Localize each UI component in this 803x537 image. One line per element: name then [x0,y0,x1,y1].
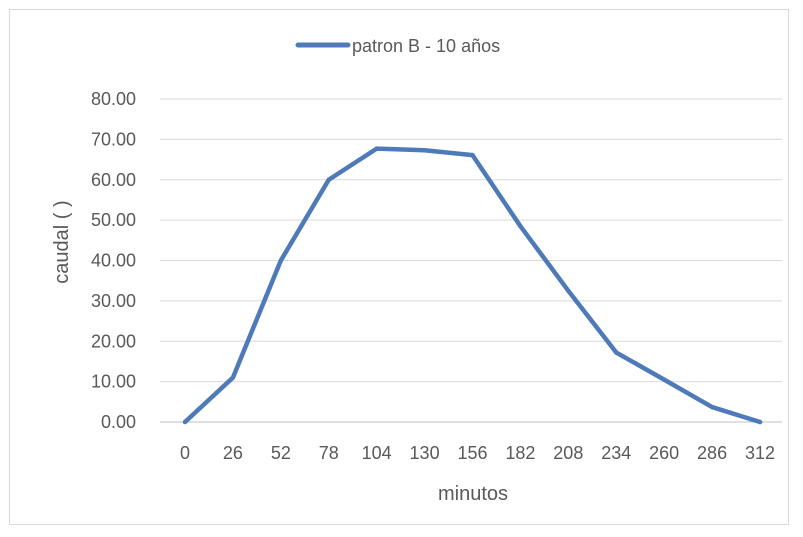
x-tick-label: 52 [271,443,291,463]
y-tick-label: 70.00 [91,129,136,149]
y-tick-label: 80.00 [91,89,136,109]
x-tick-label: 26 [223,443,243,463]
series-line [182,146,763,425]
data-point [470,152,475,158]
legend-label: patron B - 10 años [352,36,500,56]
x-tick-label: 156 [457,443,487,463]
series-layer [182,146,763,425]
data-point [374,146,379,151]
y-tick-label: 20.00 [91,331,136,351]
data-point [518,223,523,229]
x-axis-title: minutos [438,483,508,505]
data-point [326,177,331,182]
x-tick-label: 260 [649,443,679,463]
data-point [757,419,763,425]
x-tick-label: 286 [697,443,727,463]
data-point [230,375,236,380]
legend: patron B - 10 años [295,36,500,56]
x-tick-label: 78 [319,443,339,463]
x-tick-label: 0 [180,443,190,463]
data-point [661,377,667,382]
x-tick-label: 130 [410,443,440,463]
y-tick-label: 60.00 [91,170,136,190]
x-tick-label: 312 [745,443,775,463]
y-axis-title: caudal ( ) [51,200,73,283]
data-point [278,258,284,263]
y-tick-label: 50.00 [91,210,136,230]
y-tick-label: 0.00 [101,412,136,432]
data-point [422,148,427,153]
x-axis-ticks: 0 26 52 78 104 130 156 182 208 234 260 286 312 [180,443,775,463]
x-tick-label: 104 [362,443,392,463]
x-tick-label: 208 [553,443,583,463]
x-tick-label: 182 [505,443,535,463]
y-tick-label: 30.00 [91,291,136,311]
x-tick-label: 234 [601,443,631,463]
data-point [566,288,571,293]
data-point [614,350,619,355]
data-point [182,419,188,425]
gridlines [160,98,782,423]
data-point [709,404,715,410]
y-axis-ticks: 0.00 10.00 20.00 30.00 40.00 50.00 60.00 70.00 8… [91,89,136,432]
y-tick-label: 10.00 [91,372,136,392]
chart-frame [9,9,789,525]
y-tick-label: 40.00 [91,251,136,271]
